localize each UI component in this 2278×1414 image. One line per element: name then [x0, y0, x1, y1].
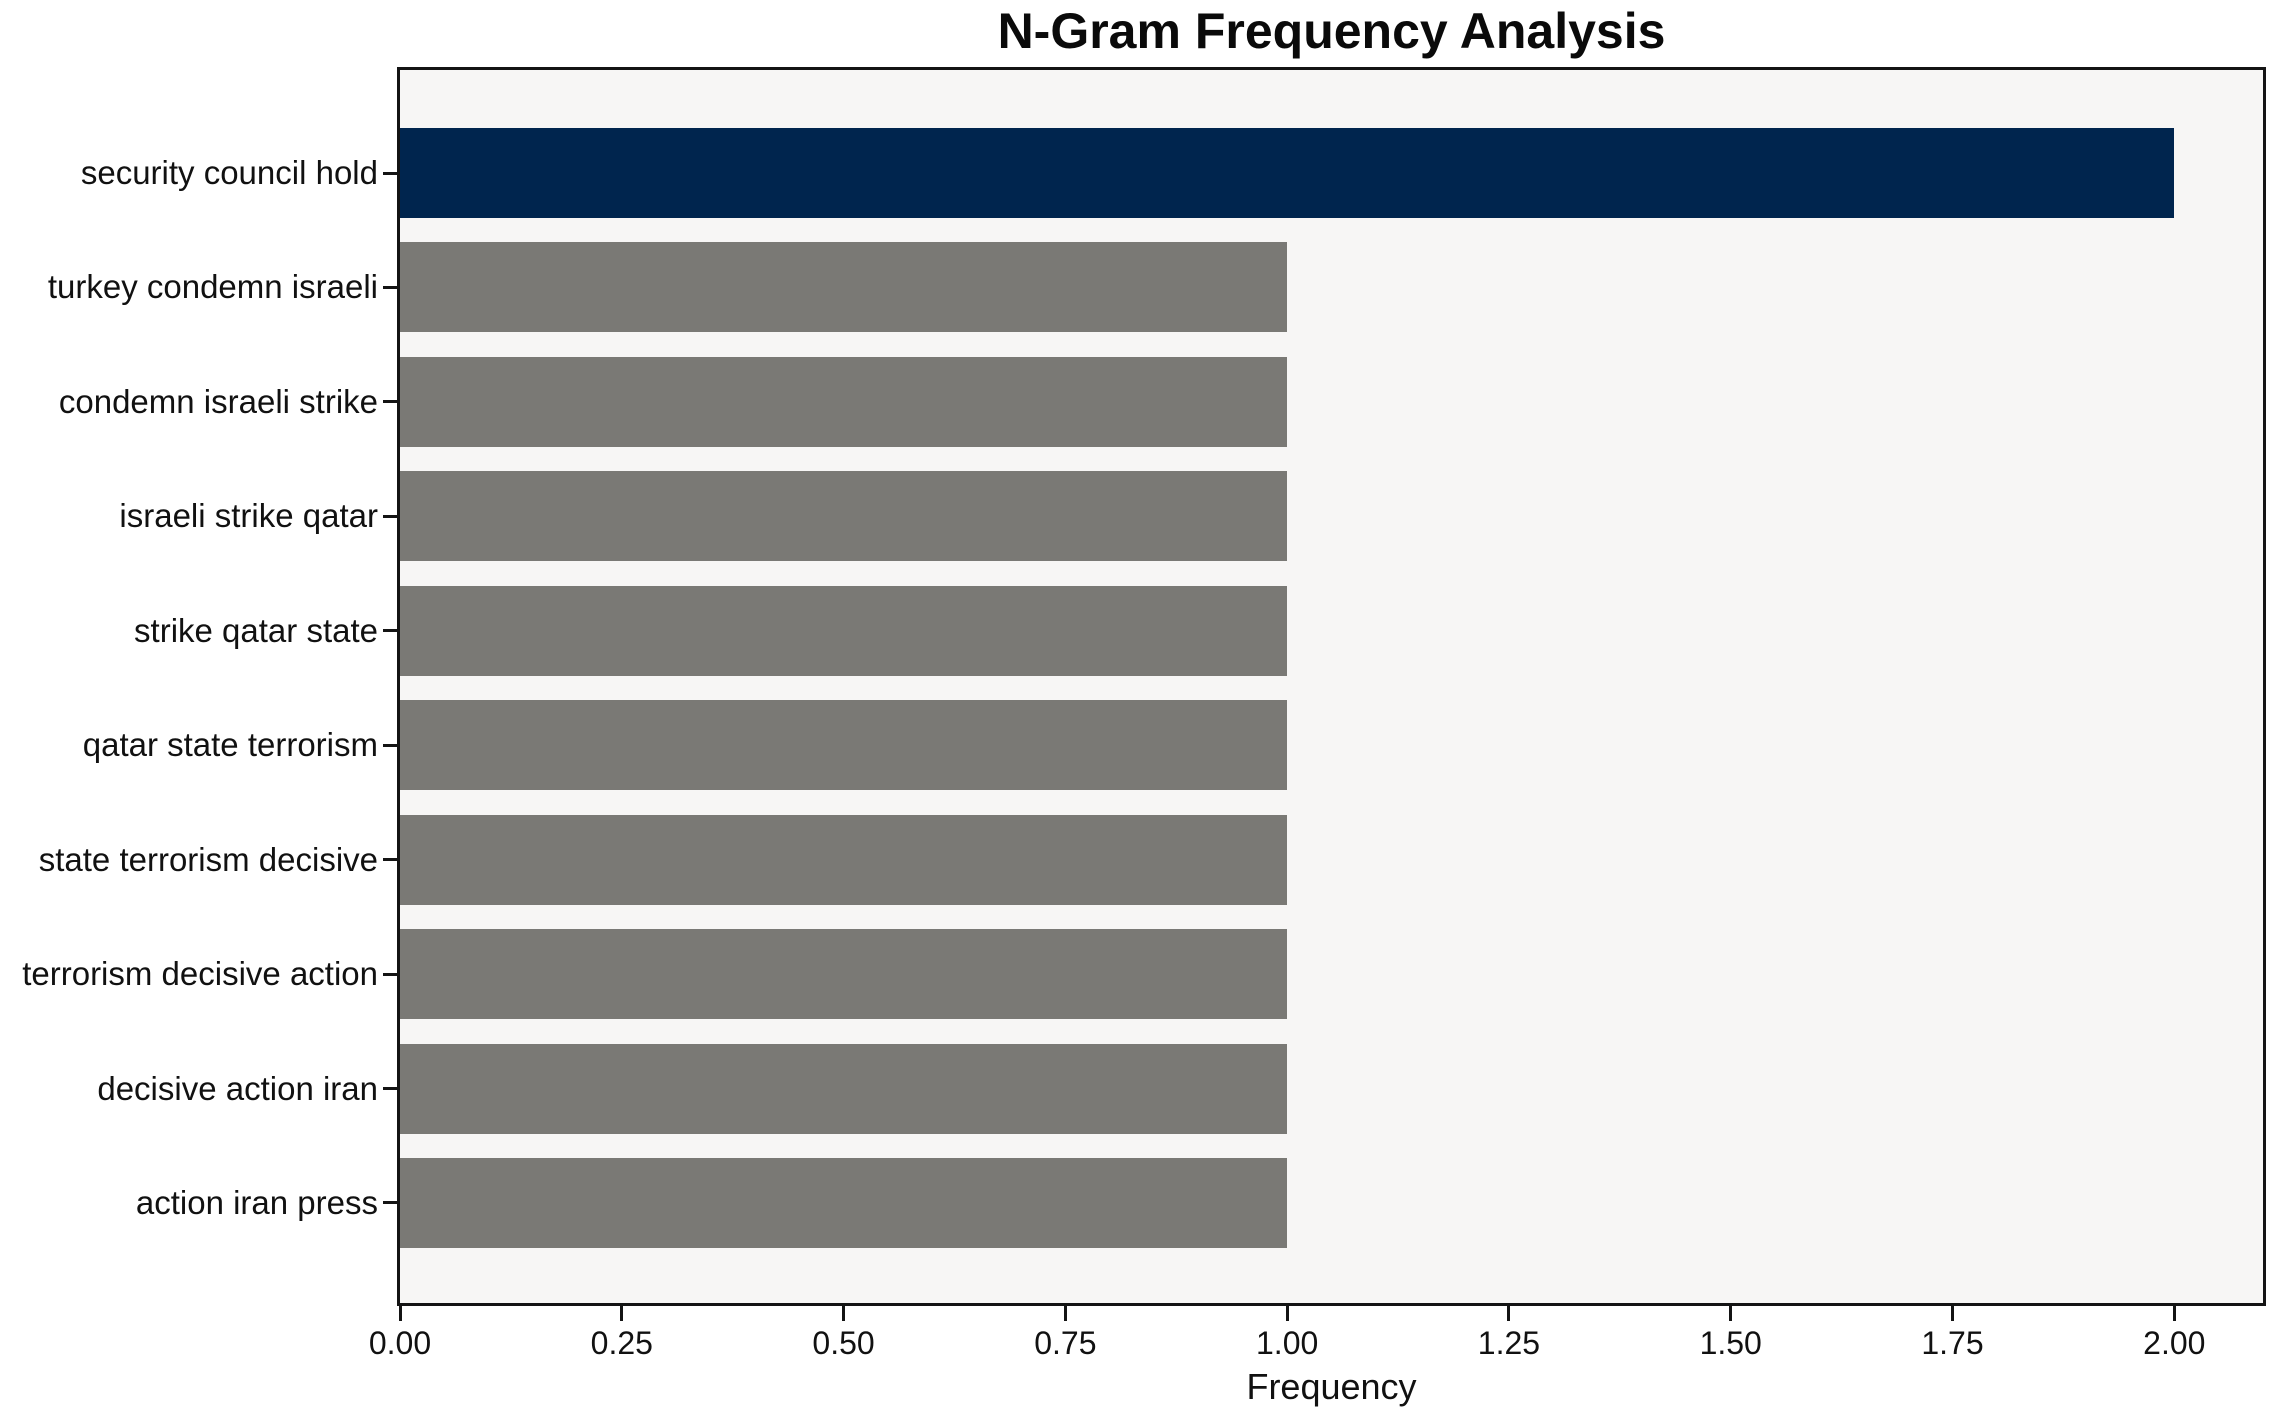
y-tick-label: action iran press — [135, 1183, 378, 1221]
x-tick-label: 0.25 — [590, 1325, 653, 1361]
y-tick-mark — [383, 400, 397, 404]
bar-turkey-condemn-israeli — [400, 242, 1288, 333]
y-tick-mark — [383, 1087, 397, 1091]
bar-state-terrorism-decisive — [400, 814, 1288, 905]
y-tick-label: state terrorism decisive — [38, 840, 378, 878]
x-tick-label: 1.00 — [1256, 1325, 1319, 1361]
chart-title: N-Gram Frequency Analysis — [997, 3, 1666, 59]
bar-action-iran-press — [400, 1157, 1288, 1248]
x-tick-label: 1.50 — [1699, 1325, 1762, 1361]
x-tick-label: 0.75 — [1034, 1325, 1097, 1361]
x-tick-mark — [1729, 1306, 1733, 1321]
y-tick-label: strike qatar state — [134, 611, 378, 649]
x-tick-label: 1.25 — [1477, 1325, 1541, 1361]
x-tick-mark — [398, 1306, 402, 1321]
y-tick-label: turkey condemn israeli — [47, 268, 378, 306]
y-tick-mark — [383, 629, 397, 633]
y-tick-label: decisive action iran — [97, 1069, 378, 1107]
bar-condemn-israeli-strike — [400, 356, 1288, 447]
y-tick-label: qatar state terrorism — [82, 726, 378, 764]
y-tick-mark — [383, 972, 397, 976]
x-tick-label: 0.00 — [368, 1325, 432, 1361]
x-tick-mark — [1285, 1306, 1289, 1321]
bar-security-council-hold — [400, 128, 2175, 218]
y-tick-label: condemn israeli strike — [58, 382, 378, 420]
bar-israeli-strike-qatar — [400, 471, 1288, 562]
bar-qatar-state-terrorism — [400, 700, 1288, 791]
x-tick-mark — [2172, 1306, 2176, 1321]
y-tick-label: israeli strike qatar — [119, 497, 378, 535]
bar-terrorism-decisive-action — [400, 929, 1288, 1020]
bar-strike-qatar-state — [400, 585, 1288, 676]
x-tick-mark — [1507, 1306, 1511, 1321]
x-tick-label: 1.75 — [1921, 1325, 1984, 1361]
y-tick-mark — [383, 171, 397, 175]
x-tick-label: 2.00 — [2143, 1325, 2206, 1361]
y-tick-mark — [383, 514, 397, 518]
plot-area — [400, 70, 2263, 1303]
x-tick-label: 0.50 — [812, 1325, 875, 1361]
y-tick-mark — [383, 743, 397, 747]
x-tick-mark — [620, 1306, 624, 1321]
y-tick-mark — [383, 285, 397, 289]
x-tick-mark — [842, 1306, 846, 1321]
x-axis-label: Frequency — [1246, 1366, 1417, 1407]
bar-decisive-action-iran — [400, 1043, 1288, 1134]
y-tick-label: security council hold — [80, 154, 378, 191]
x-tick-mark — [1951, 1306, 1954, 1321]
x-tick-mark — [1063, 1306, 1067, 1321]
y-tick-mark — [383, 858, 397, 862]
y-tick-label: terrorism decisive action — [22, 955, 378, 993]
y-tick-mark — [383, 1201, 397, 1205]
